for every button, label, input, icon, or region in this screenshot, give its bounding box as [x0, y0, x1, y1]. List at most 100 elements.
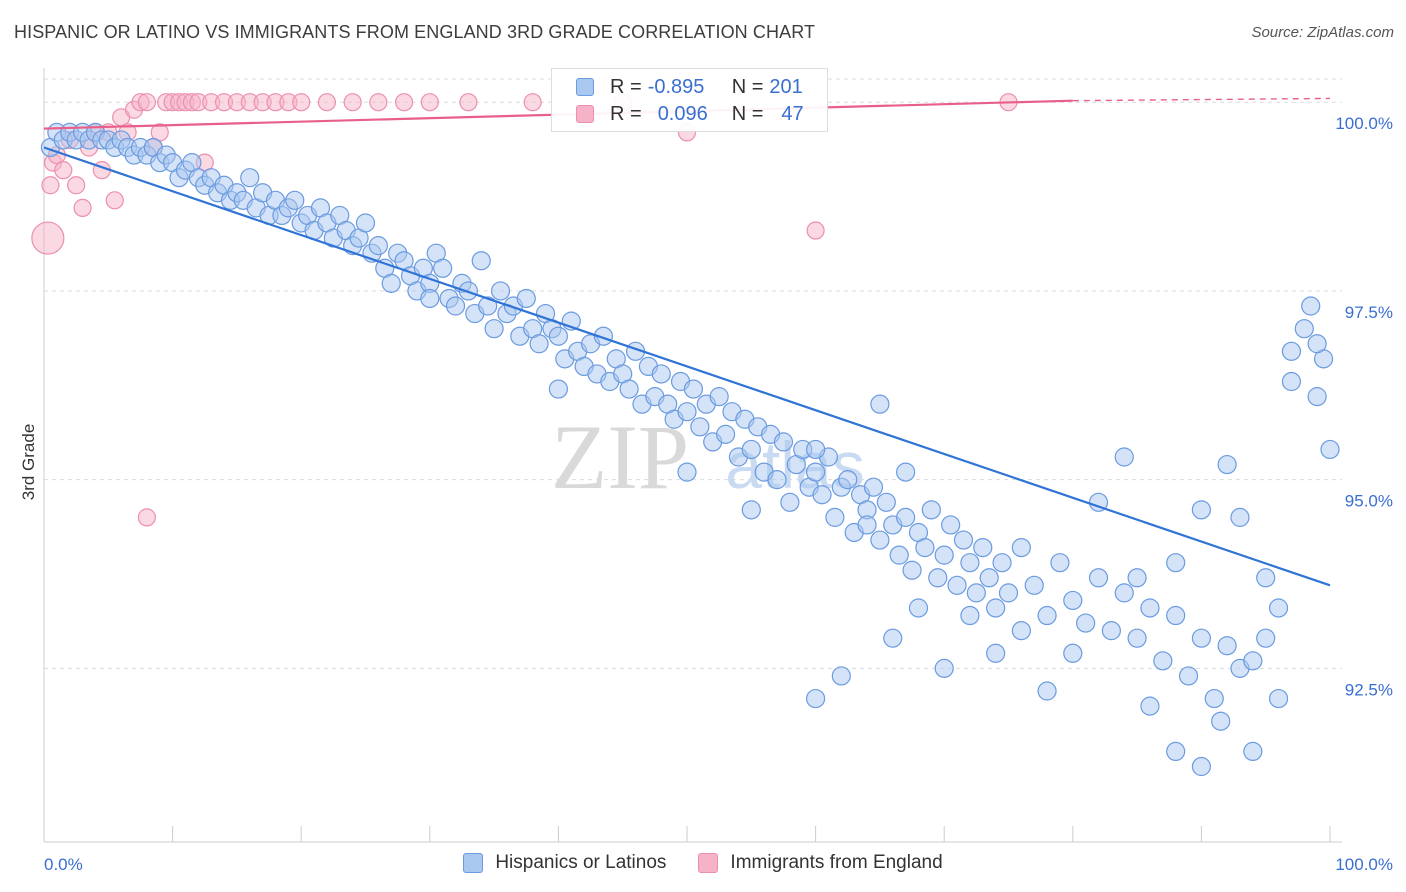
data-point-hispanic: [928, 568, 948, 588]
data-point-hispanic: [741, 500, 761, 520]
data-point-hispanic: [998, 583, 1019, 603]
data-point-hispanic: [741, 439, 761, 460]
data-point-hispanic: [1011, 537, 1031, 558]
data-point-england: [292, 93, 311, 112]
data-point-hispanic: [921, 500, 941, 520]
data-point-england: [137, 508, 156, 527]
data-point-hispanic: [838, 470, 858, 490]
data-point-hispanic: [285, 190, 305, 210]
data-point-hispanic: [1024, 575, 1044, 595]
data-point-hispanic: [767, 470, 787, 490]
data-point-hispanic: [368, 236, 388, 256]
series-hispanics-or-latinos: [40, 122, 1340, 777]
data-point-hispanic: [1301, 296, 1321, 316]
x-tick-label: 0.0%: [44, 855, 83, 874]
y-tick-label: 95.0%: [1345, 492, 1393, 511]
chart-title: HISPANIC OR LATINO VS IMMIGRANTS FROM EN…: [14, 22, 816, 42]
data-point-hispanic: [471, 251, 491, 271]
data-point-england: [806, 221, 825, 240]
data-point-england: [41, 176, 60, 195]
data-point-england: [105, 191, 124, 210]
data-point-hispanic: [979, 568, 999, 588]
data-point-hispanic: [915, 537, 935, 558]
data-point-hispanic: [1281, 341, 1302, 361]
data-point-hispanic: [805, 439, 826, 460]
data-point-hispanic: [1063, 643, 1083, 663]
data-point-hispanic: [1256, 628, 1276, 648]
legend-r-label: R =: [610, 75, 642, 98]
data-point-england: [67, 176, 86, 195]
data-point-hispanic: [863, 477, 884, 497]
data-point-hispanic: [831, 666, 851, 686]
data-point-hispanic: [490, 281, 511, 301]
data-point-hispanic: [619, 379, 639, 399]
data-point-hispanic: [529, 334, 549, 354]
data-point-england: [459, 93, 478, 112]
bottom-legend-label: Hispanics or Latinos: [495, 852, 667, 873]
legend: R = -0.895 N = 201 R = 0.096 N = 47: [551, 68, 828, 132]
data-point-hispanic: [516, 288, 536, 309]
data-point-hispanic: [1063, 590, 1083, 611]
bottom-legend-swatch-blue: [463, 853, 484, 873]
y-tick-label: 97.5%: [1345, 303, 1393, 322]
data-point-hispanic: [870, 394, 890, 414]
data-point-hispanic: [1307, 334, 1327, 354]
source-label: Source: ZipAtlas.com: [1251, 24, 1394, 41]
y-tick-label: 92.5%: [1345, 680, 1393, 699]
legend-swatch-pink: [576, 105, 594, 123]
data-point-england: [137, 93, 156, 112]
data-point-hispanic: [1256, 568, 1276, 588]
legend-n-value: 47: [781, 102, 804, 125]
data-point-hispanic: [433, 258, 453, 278]
data-point-hispanic: [1281, 371, 1302, 392]
data-point-hispanic: [805, 462, 826, 482]
data-point-hispanic: [986, 598, 1006, 618]
y-tick-label: 100.0%: [1335, 114, 1393, 133]
data-point-hispanic: [1217, 454, 1237, 475]
data-point-hispanic: [857, 515, 877, 535]
data-point-hispanic: [992, 553, 1012, 573]
data-point-hispanic: [960, 605, 980, 626]
data-point-england: [73, 198, 92, 217]
data-point-hispanic: [1191, 628, 1212, 648]
data-point-hispanic: [934, 658, 954, 678]
data-point-hispanic: [1230, 507, 1250, 527]
data-point-england: [343, 93, 362, 112]
data-point-hispanic: [1178, 666, 1199, 686]
data-point-hispanic: [1050, 553, 1070, 573]
data-point-hispanic: [381, 273, 401, 293]
data-point-hispanic: [876, 492, 896, 512]
data-point-hispanic: [484, 319, 504, 339]
data-point-hispanic: [960, 553, 980, 573]
tick-labels: 92.5% 95.0% 97.5% 100.0% 0.0% 100.0%: [44, 114, 1393, 874]
data-point-hispanic: [1320, 439, 1340, 460]
data-point-hispanic: [1166, 553, 1186, 573]
data-point-hispanic: [445, 296, 466, 316]
axes: [43, 68, 1342, 843]
data-point-hispanic: [709, 387, 729, 407]
bottom-legend-label: Immigrants from England: [730, 852, 943, 873]
data-point-england: [369, 93, 388, 112]
data-point-hispanic: [690, 417, 710, 437]
bottom-legend-england[interactable]: Immigrants from England: [698, 852, 943, 874]
data-point-england: [31, 221, 65, 255]
data-point-hispanic: [986, 643, 1006, 663]
data-point-hispanic: [1268, 598, 1289, 618]
data-point-hispanic: [355, 213, 376, 233]
data-point-england: [523, 93, 542, 112]
data-point-hispanic: [902, 560, 922, 580]
data-point-hispanic: [1114, 447, 1134, 467]
trend-line-hispanics: [43, 146, 1331, 587]
data-point-hispanic: [1011, 621, 1031, 641]
data-point-hispanic: [889, 545, 909, 565]
data-point-hispanic: [677, 462, 697, 482]
legend-n-label: N =: [731, 75, 764, 98]
legend-n-value: 201: [769, 75, 803, 98]
bottom-legend: Hispanics or Latinos Immigrants from Eng…: [0, 852, 1406, 874]
data-point-hispanic: [896, 462, 916, 482]
data-point-hispanic: [773, 432, 794, 452]
series-immigrants-from-england: [31, 93, 1018, 527]
bottom-legend-hispanics[interactable]: Hispanics or Latinos: [463, 852, 666, 874]
data-point-hispanic: [1217, 636, 1237, 656]
data-point-hispanic: [934, 545, 954, 565]
